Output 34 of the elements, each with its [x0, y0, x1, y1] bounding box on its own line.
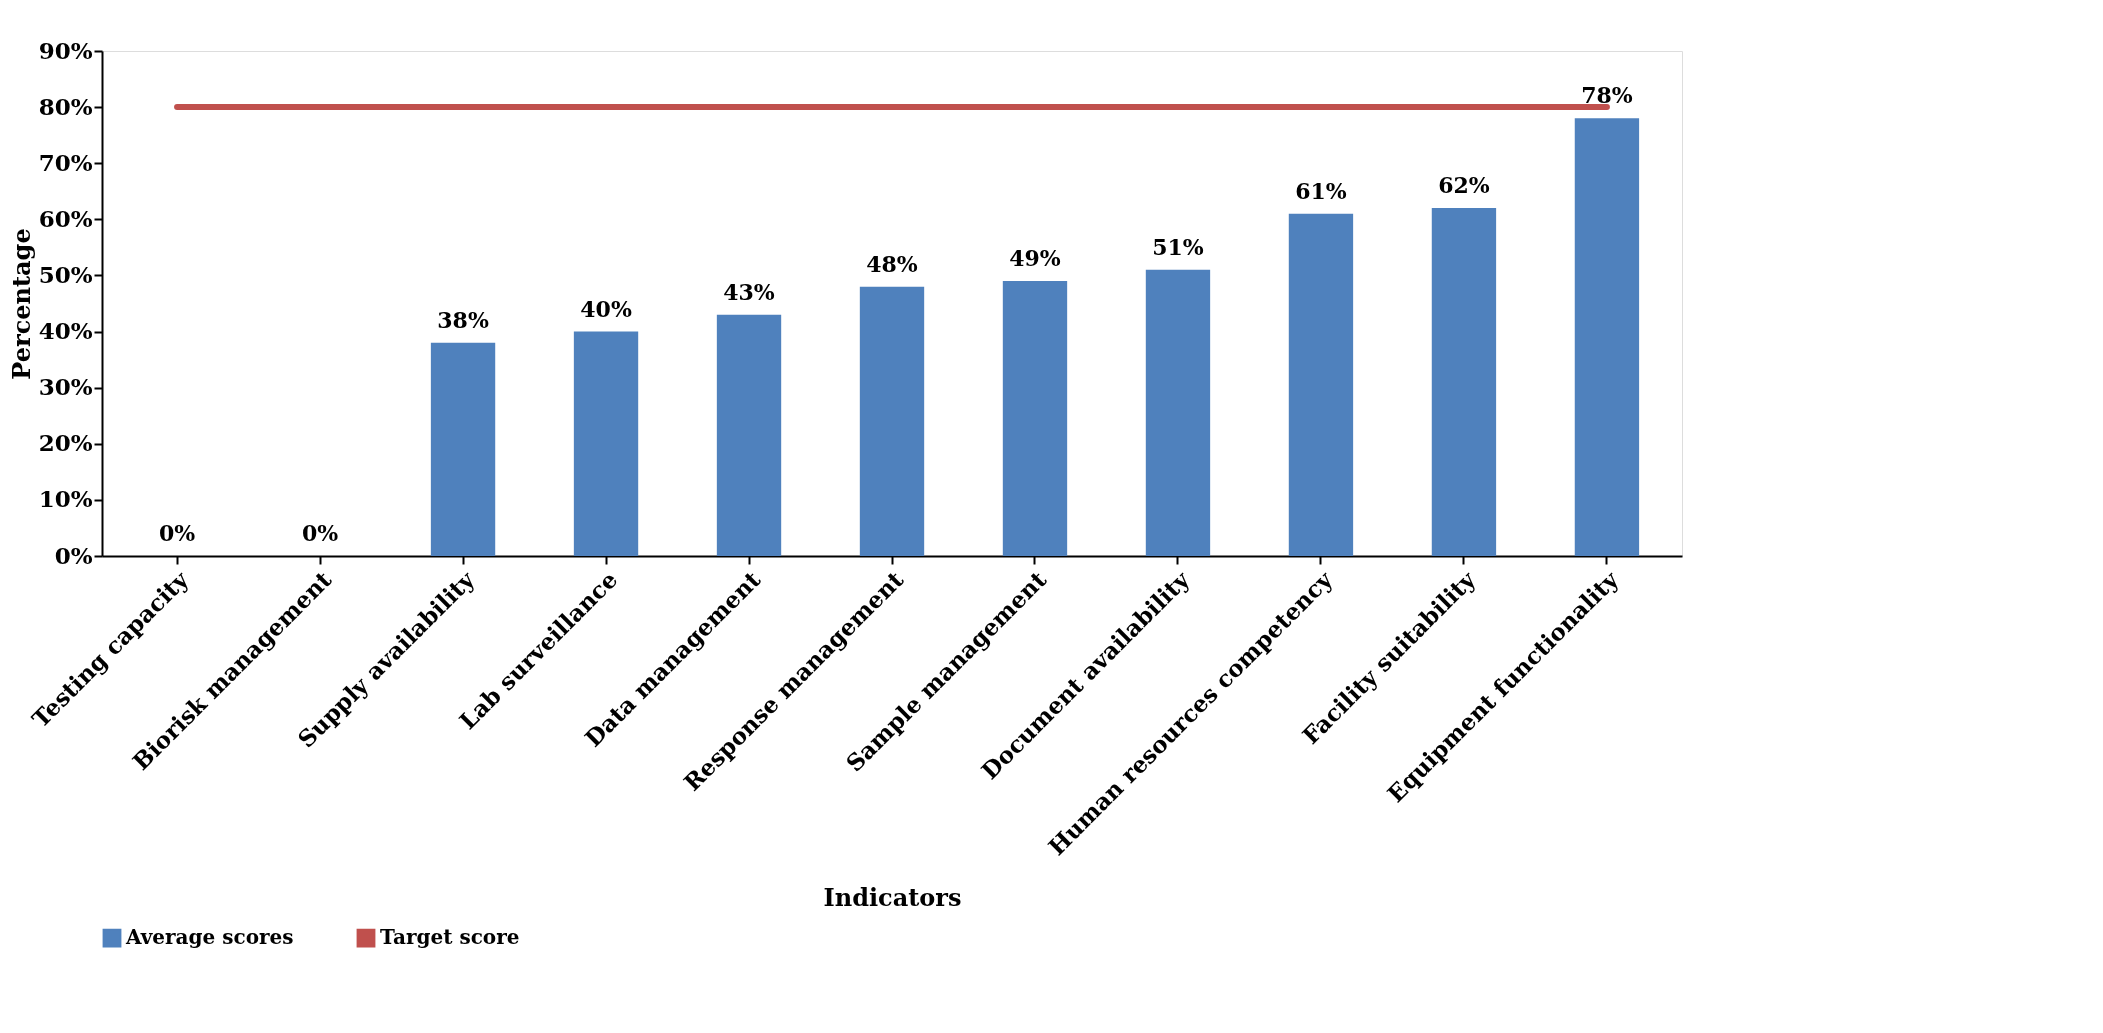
data-label: 78% [1581, 82, 1633, 109]
y-tick-label: 50% [38, 260, 93, 288]
data-label: 0% [158, 520, 196, 546]
y-tick-label: 10% [38, 485, 93, 513]
bar [1145, 269, 1211, 556]
y-tick-label: 60% [38, 204, 93, 232]
y-tick-label: 30% [38, 373, 93, 401]
y-tick-label: 70% [38, 148, 93, 176]
data-label: 38% [437, 306, 489, 333]
bar [859, 286, 925, 556]
data-label: 48% [866, 250, 918, 277]
bar [1288, 213, 1354, 556]
bar [716, 314, 782, 556]
bar [573, 331, 639, 556]
x-axis-title: Indicators [823, 882, 962, 912]
data-label: 61% [1295, 177, 1347, 204]
bar [1431, 208, 1497, 556]
y-tick-label: 40% [38, 317, 93, 345]
data-label: 43% [723, 278, 775, 305]
data-label: 49% [1009, 245, 1061, 272]
y-tick-label: 0% [54, 541, 93, 569]
legend-label: Target score [380, 925, 520, 950]
data-label: 40% [580, 295, 632, 322]
data-label: 51% [1152, 233, 1204, 260]
y-tick-label: 20% [38, 429, 93, 457]
data-label: 0% [301, 520, 339, 546]
y-tick-label: 90% [38, 36, 93, 64]
bar [1002, 281, 1068, 556]
y-tick-label: 80% [38, 92, 93, 120]
bar [430, 342, 496, 556]
bar [1574, 118, 1640, 556]
data-label: 62% [1438, 172, 1490, 199]
y-axis-title: Percentage [6, 228, 36, 380]
legend-label: Average scores [125, 925, 294, 950]
